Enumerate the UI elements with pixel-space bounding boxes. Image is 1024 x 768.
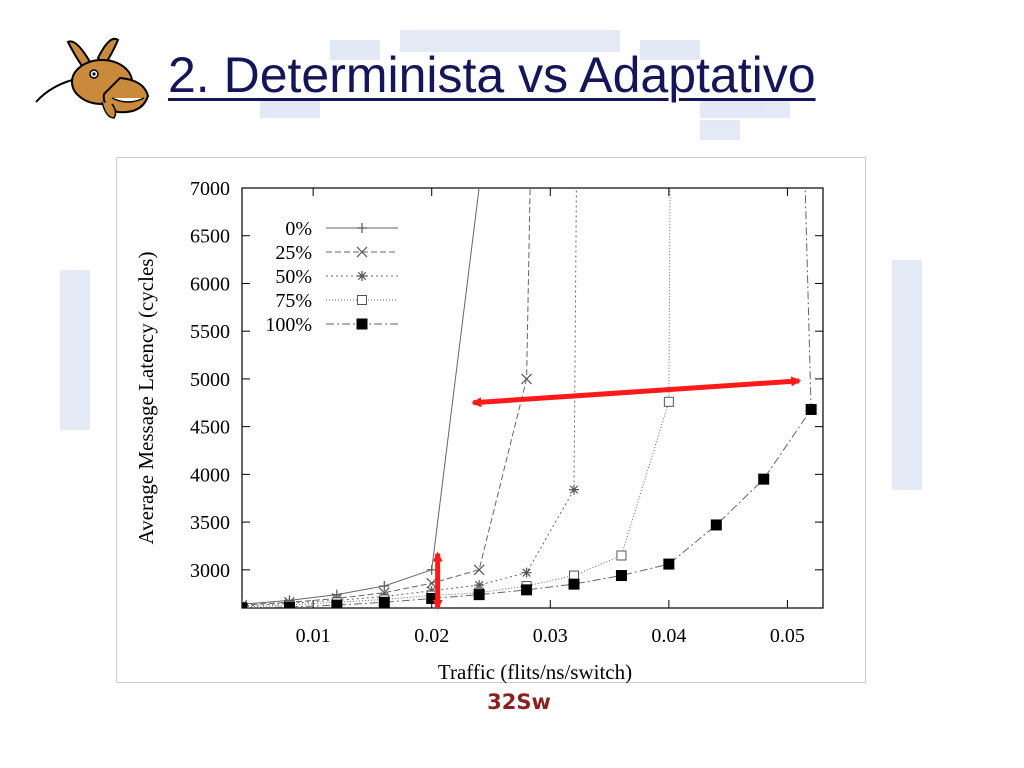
y-tick-label: 5500	[190, 321, 230, 343]
data-point	[283, 601, 295, 608]
y-axis-label: Average Message Latency (cycles)	[134, 252, 158, 545]
y-tick-label: 7000	[190, 178, 230, 200]
x-tick-label: 0.01	[296, 625, 331, 647]
series-layer	[242, 188, 817, 608]
y-tick-label: 3000	[190, 560, 230, 582]
data-point	[616, 550, 627, 561]
y-tick-label: 6500	[190, 226, 230, 248]
plot-area-border	[241, 187, 824, 609]
y-axis-ticks: 3000 3500 4000 4500 5000 5500 6000 6500 7000	[190, 178, 823, 582]
chart-panel	[90, 141, 892, 722]
legend-swatch-marker	[356, 246, 368, 258]
x-tick-label: 0.05	[770, 625, 805, 647]
data-point	[379, 581, 390, 592]
cartoon-donkey-icon	[35, 37, 150, 119]
data-point	[710, 519, 722, 531]
series-line	[242, 188, 812, 608]
legend-swatch-marker	[357, 223, 367, 233]
y-tick-label: 6000	[190, 273, 230, 295]
x-axis-ticks: 0.01 0.02 0.03 0.04 0.05	[296, 188, 805, 647]
x-tick-label: 0.04	[651, 625, 686, 647]
slide-title: 2. Determinista vs Adaptativo	[168, 47, 816, 103]
legend-label: 75%	[275, 290, 312, 312]
y-tick-label: 3500	[190, 512, 230, 534]
x-tick-label: 0.02	[414, 625, 449, 647]
data-point	[521, 373, 532, 385]
y-tick-label: 4000	[190, 464, 230, 486]
data-point	[521, 584, 533, 596]
legend-swatch-marker	[357, 271, 367, 281]
data-point	[663, 558, 675, 570]
data-point	[758, 473, 770, 485]
legend-label: 25%	[275, 242, 312, 264]
series-0pct	[242, 188, 480, 608]
y-tick-label: 5000	[190, 369, 230, 391]
legend-label: 0%	[285, 218, 312, 240]
legend-label: 50%	[275, 266, 312, 288]
red-double-arrow	[471, 376, 802, 408]
chart-frame	[116, 157, 866, 683]
x-axis-label: Traffic (flits/ns/switch)	[438, 660, 632, 684]
data-point	[473, 589, 485, 601]
data-point	[473, 564, 485, 576]
data-point	[474, 580, 485, 591]
data-point	[242, 599, 248, 608]
data-point	[331, 599, 343, 608]
legend: 0%25%50%75%100%	[265, 218, 398, 336]
series-100pct	[242, 188, 817, 608]
data-point	[521, 567, 532, 578]
legend-label: 100%	[265, 314, 312, 336]
data-point	[569, 484, 579, 495]
legend-swatch-marker	[356, 318, 368, 330]
data-point	[615, 570, 627, 582]
x-tick-label: 0.03	[533, 625, 568, 647]
data-point	[805, 403, 817, 415]
data-point	[242, 602, 248, 608]
annotations	[432, 376, 802, 610]
series-line	[242, 188, 531, 606]
data-point	[568, 578, 580, 590]
data-point	[663, 396, 674, 407]
legend-swatch-marker	[357, 295, 367, 305]
series-line	[242, 188, 480, 605]
y-tick-label: 4500	[190, 417, 230, 439]
data-point	[378, 596, 390, 608]
chart-caption: 32Sw	[487, 690, 551, 714]
